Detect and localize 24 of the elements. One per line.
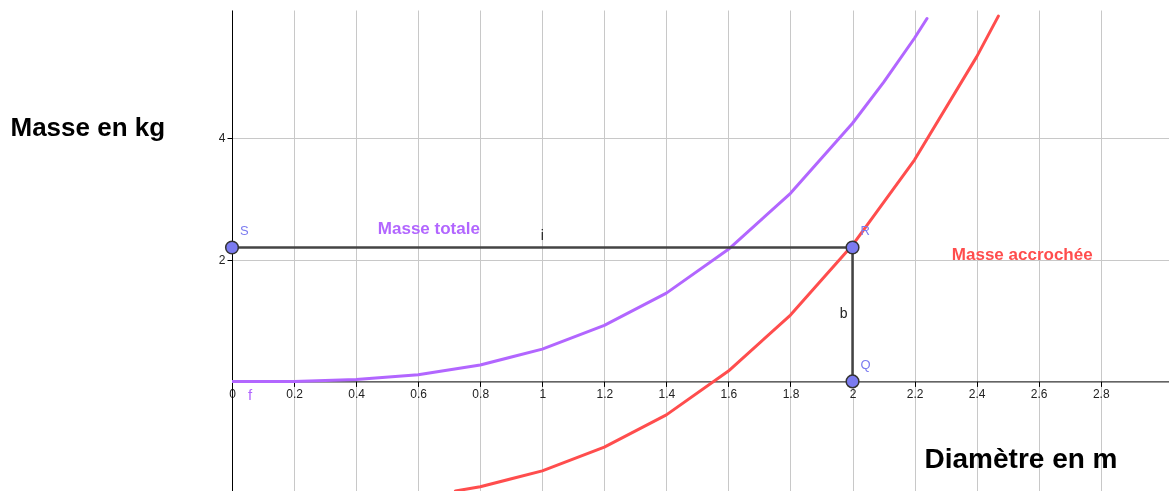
y-axis-title: Masse en kg (10, 111, 166, 142)
x-tick-label: 1.6 (720, 386, 738, 401)
y-tick-label: 4 (218, 131, 226, 146)
x-tick-label: 0.8 (472, 386, 490, 401)
data-label: Q (860, 357, 871, 373)
x-tick-label: 2.4 (968, 386, 986, 401)
x-tick-label: 1.8 (782, 386, 800, 401)
x-tick-label: 2.6 (1030, 386, 1048, 401)
x-tick-label: 1 (539, 386, 547, 401)
x-tick-label: 2.2 (906, 386, 924, 401)
series-label: i (540, 227, 544, 244)
x-tick-label: 0.4 (348, 386, 366, 401)
x-tick-label: 2.8 (1092, 386, 1110, 401)
text: Masse accrochée (951, 244, 1093, 264)
x-tick-label: 0.2 (286, 386, 304, 401)
x-tick-label: 1.2 (596, 386, 614, 401)
x-tick-label: 0.6 (410, 386, 428, 401)
x-tick-label: 1.4 (658, 386, 676, 401)
x-tick-label: 2 (849, 386, 857, 401)
data-label: S (240, 223, 249, 239)
text: Masse totale (377, 219, 480, 239)
x-axis-title: Diamètre en m (924, 442, 1118, 474)
annotation: f (247, 386, 253, 404)
series-label: b (839, 305, 848, 322)
